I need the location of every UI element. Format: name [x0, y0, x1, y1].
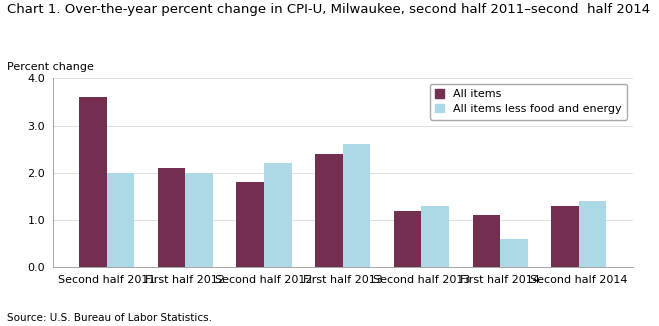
Legend: All items, All items less food and energy: All items, All items less food and energ…: [430, 84, 627, 120]
Bar: [551, 206, 579, 267]
Bar: [394, 211, 421, 267]
Bar: [237, 182, 264, 267]
Bar: [421, 206, 449, 267]
Bar: [315, 154, 343, 267]
Text: Chart 1. Over-the-year percent change in CPI-U, Milwaukee, second half 2011–seco: Chart 1. Over-the-year percent change in…: [7, 3, 650, 16]
Bar: [107, 173, 134, 267]
Text: Source: U.S. Bureau of Labor Statistics.: Source: U.S. Bureau of Labor Statistics.: [7, 313, 212, 323]
Bar: [264, 163, 291, 267]
Bar: [473, 215, 500, 267]
Text: Percent change: Percent change: [7, 62, 94, 72]
Bar: [79, 97, 107, 267]
Bar: [500, 239, 528, 267]
Bar: [343, 144, 370, 267]
Bar: [185, 173, 213, 267]
Bar: [579, 201, 606, 267]
Bar: [158, 168, 185, 267]
